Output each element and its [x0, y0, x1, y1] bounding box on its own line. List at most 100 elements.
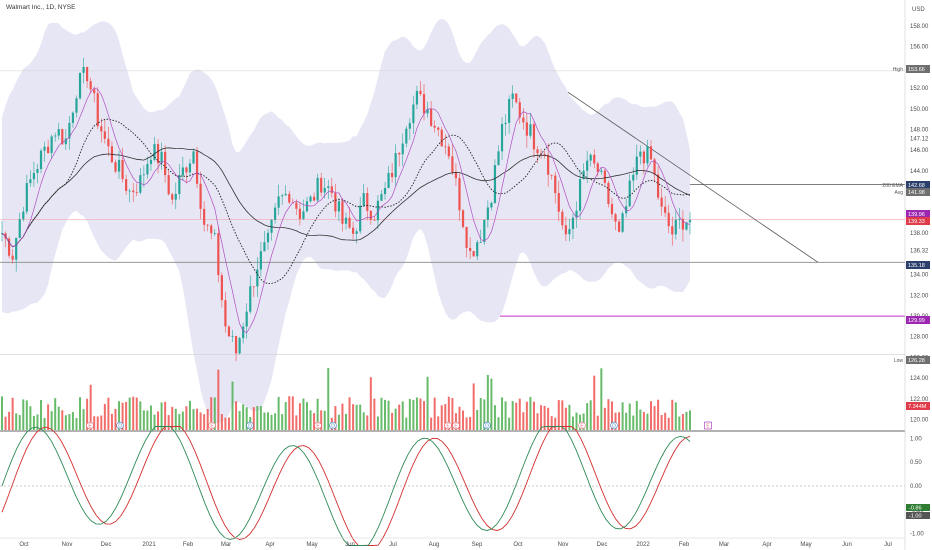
candle-body — [256, 269, 259, 287]
volume-bar — [671, 399, 674, 430]
candle-body — [217, 233, 220, 276]
volume-bar — [274, 413, 277, 430]
candle-body — [100, 126, 103, 132]
volume-bar — [642, 412, 645, 430]
event-marker[interactable]: D — [610, 421, 618, 430]
candle-body — [671, 226, 674, 235]
event-marker[interactable]: D — [329, 421, 337, 430]
candle-body — [323, 187, 326, 193]
volume-bar — [667, 417, 670, 430]
volume-bar — [157, 411, 160, 430]
candle-body — [298, 208, 301, 219]
volume-bar — [610, 401, 613, 430]
price-tag: 141.98 Avg — [894, 188, 930, 196]
event-marker[interactable]: E — [208, 421, 216, 430]
candle-body — [444, 146, 447, 148]
candle-body — [146, 164, 149, 175]
volume-bar — [149, 405, 152, 430]
price-tick-label: 122.00 — [910, 397, 929, 403]
event-marker[interactable]: E — [704, 421, 712, 430]
candle-body — [344, 217, 348, 224]
price-tag: 7.344M — [906, 402, 930, 410]
candle-body — [337, 201, 341, 212]
candle-body — [511, 93, 514, 99]
candle-body — [447, 146, 450, 157]
time-tick-label: Apr — [265, 542, 274, 548]
candle-body — [135, 192, 138, 193]
time-tick-label: Feb — [679, 542, 690, 548]
volume-bar — [181, 411, 184, 430]
volume-bar — [380, 397, 383, 430]
candle-body — [270, 219, 273, 233]
volume-bar — [103, 403, 106, 430]
price-tick-label: 148.00 — [910, 128, 929, 134]
time-axis[interactable]: Oct Nov Dec 2021 Feb Mar Apr May Jun Jul Aug Sep Oct… — [19, 542, 892, 548]
event-marker[interactable]: E — [444, 421, 452, 430]
volume-bar — [426, 376, 429, 430]
volume-bar — [674, 402, 677, 430]
event-marker[interactable]: E — [452, 421, 460, 430]
volume-bar — [263, 412, 266, 430]
volume-bar — [486, 374, 489, 430]
volume-bar — [341, 403, 344, 430]
volume-bar — [607, 399, 610, 430]
volume-bar — [408, 398, 411, 430]
volume-bar — [1, 396, 3, 430]
candle-body — [391, 172, 394, 178]
candle-body — [47, 146, 50, 153]
price-tag: 126.28 Low — [894, 356, 930, 364]
candle-body — [149, 159, 153, 165]
volume-bar — [238, 411, 241, 430]
candle-body — [22, 211, 25, 220]
volume-bar — [582, 413, 585, 430]
event-marker[interactable]: D — [483, 421, 491, 430]
volume-bar — [50, 411, 53, 430]
volume-bar — [564, 407, 567, 430]
volume-bar — [118, 401, 121, 430]
volume-bar — [660, 415, 663, 430]
candle-body — [554, 175, 557, 194]
volume-bar — [288, 396, 291, 430]
candle-body — [380, 194, 383, 201]
candle-body — [71, 112, 75, 123]
candle-body — [86, 66, 89, 82]
volume-bar — [430, 417, 433, 430]
volume-bar — [384, 399, 387, 430]
volume-bar — [171, 406, 174, 430]
event-marker[interactable]: E — [314, 421, 322, 430]
descending-trendline[interactable] — [567, 91, 819, 263]
volume-bar — [125, 401, 128, 430]
volume-bar — [600, 368, 603, 430]
event-marker[interactable]: E — [86, 421, 94, 430]
volume-bar — [313, 413, 316, 430]
volume-bar — [373, 398, 376, 430]
time-tick-label: Jun — [842, 542, 852, 548]
volume-bar — [639, 409, 642, 430]
event-marker[interactable]: D — [246, 421, 254, 430]
candle-body — [355, 231, 358, 234]
price-tag-value: 141.98 — [908, 190, 925, 196]
volume-bar — [270, 414, 273, 430]
volume-bar — [444, 404, 447, 430]
volume-bar — [185, 406, 188, 430]
oscillator-axis[interactable]: 1.000.500.00-0.50-1.00-0.86-1.00 — [906, 436, 930, 538]
volume-bar — [93, 416, 96, 430]
volume-bar — [206, 408, 209, 430]
candle-body — [536, 149, 539, 154]
event-marker[interactable]: E — [578, 421, 586, 430]
candle-body — [578, 179, 582, 211]
candle-body — [617, 221, 621, 232]
volume-bar — [618, 412, 621, 430]
oscillator-tag-value: -0.86 — [909, 506, 922, 512]
event-marker[interactable]: D — [116, 421, 124, 430]
volume-bar — [345, 413, 347, 430]
candle-body — [600, 170, 603, 172]
event-letter: D — [485, 424, 489, 430]
moving-average-dotted — [1, 118, 691, 285]
volume-bar — [653, 406, 656, 430]
volume-bar — [632, 415, 635, 430]
volume-bar — [547, 407, 550, 430]
price-tag-value: 7.344M — [908, 404, 927, 410]
volume-bar — [497, 417, 500, 430]
